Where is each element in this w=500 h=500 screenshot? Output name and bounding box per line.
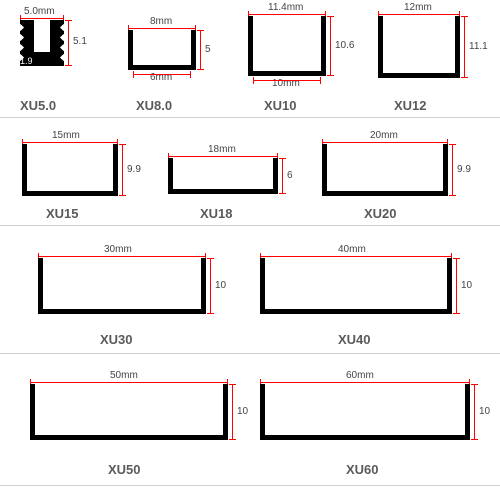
profile-xu12 [378, 16, 460, 78]
profile-xu15 [22, 144, 118, 196]
item-xu5: 5.0mm 5.1 1.9 [20, 20, 64, 66]
dim-side: 11.1 [469, 41, 488, 52]
item-xu40: 40mm 10 [260, 258, 452, 314]
dim-side: 6 [287, 170, 293, 181]
item-xu12: 12mm 11.1 [378, 16, 460, 78]
item-xu15: 15mm 9.9 [22, 144, 118, 196]
profile-xu10 [248, 16, 326, 76]
label-xu40: XU40 [338, 332, 371, 347]
item-xu30: 30mm 10 [38, 258, 206, 314]
dim-top: 30mm [104, 244, 132, 255]
label-xu20: XU20 [364, 206, 397, 221]
label-xu8: XU8.0 [136, 98, 172, 113]
label-xu5: XU5.0 [20, 98, 56, 113]
profile-xu50 [30, 384, 228, 440]
dim-side: 10 [215, 280, 226, 291]
dim-top: 8mm [150, 16, 172, 27]
label-xu50: XU50 [108, 462, 141, 477]
profile-xu18 [168, 158, 278, 194]
dim-top: 50mm [110, 370, 138, 381]
profile-xu8 [128, 30, 196, 70]
dim-inner: 1.9 [20, 56, 33, 66]
profile-xu30 [38, 258, 206, 314]
label-xu15: XU15 [46, 206, 79, 221]
label-xu18: XU18 [200, 206, 233, 221]
dim-top: 5.0mm [24, 6, 55, 17]
profile-xu20 [322, 144, 448, 196]
dim-top: 18mm [208, 144, 236, 155]
dim-side: 5 [205, 44, 211, 55]
dim-line-top [20, 18, 64, 19]
dim-top: 40mm [338, 244, 366, 255]
item-xu8: 8mm 5 6mm [128, 30, 196, 70]
dim-line-side [68, 20, 69, 66]
dim-side: 5.1 [73, 36, 87, 47]
label-xu12: XU12 [394, 98, 427, 113]
dim-top: 12mm [404, 2, 432, 13]
item-xu60: 60mm 10 [260, 384, 470, 440]
item-xu50: 50mm 10 [30, 384, 228, 440]
label-xu60: XU60 [346, 462, 379, 477]
dim-side: 9.9 [127, 164, 141, 175]
dim-top: 15mm [52, 130, 80, 141]
dim-top: 60mm [346, 370, 374, 381]
dim-side: 10 [461, 280, 472, 291]
profile-xu40 [260, 258, 452, 314]
item-xu20: 20mm 9.9 [322, 144, 448, 196]
dim-side: 9.9 [457, 164, 471, 175]
label-xu10: XU10 [264, 98, 297, 113]
label-xu30: XU30 [100, 332, 133, 347]
dim-side: 10 [479, 406, 490, 417]
dim-side: 10 [237, 406, 248, 417]
dim-side: 10.6 [335, 40, 354, 51]
item-xu18: 18mm 6 [168, 158, 278, 194]
item-xu10: 11.4mm 10.6 10mm [248, 16, 326, 76]
profile-xu60 [260, 384, 470, 440]
dim-top: 20mm [370, 130, 398, 141]
dim-top: 11.4mm [268, 2, 303, 13]
